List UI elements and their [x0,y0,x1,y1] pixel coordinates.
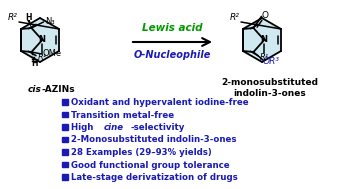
Text: Late-stage derivatization of drugs: Late-stage derivatization of drugs [71,173,238,182]
Text: 2-monosubstituted
indolin-3-ones: 2-monosubstituted indolin-3-ones [221,78,319,98]
Polygon shape [21,18,59,62]
Text: N: N [39,36,46,44]
Text: R²: R² [8,13,18,22]
Polygon shape [243,18,281,62]
Text: -selectivity: -selectivity [130,123,184,132]
Polygon shape [243,28,264,52]
Text: O-Nucleophile: O-Nucleophile [133,50,211,60]
Text: Lewis acid: Lewis acid [142,23,202,33]
Text: OR³: OR³ [263,57,280,66]
Text: R¹: R¹ [260,53,269,61]
Text: -AZINs: -AZINs [42,85,76,94]
Text: OMe: OMe [43,50,62,59]
Text: cine: cine [104,123,124,132]
Bar [62,99,67,105]
Text: High: High [71,123,97,132]
Text: R¹: R¹ [38,53,47,61]
Bar [62,124,67,130]
Polygon shape [21,28,42,52]
Bar [62,137,67,142]
Text: 2-Monosubstituted indolin-3-ones: 2-Monosubstituted indolin-3-ones [71,136,237,145]
Polygon shape [27,20,31,28]
Text: Oxidant and hypervalent iodine-free: Oxidant and hypervalent iodine-free [71,98,249,107]
Text: O: O [262,11,269,20]
Text: H: H [31,60,38,68]
Text: 28 Examples (29–93% yields): 28 Examples (29–93% yields) [71,148,212,157]
Text: N: N [261,36,268,44]
Bar [62,174,67,180]
Text: R²: R² [230,13,240,22]
Text: N₃: N₃ [45,16,54,26]
Bar [62,149,67,155]
Text: Good functional group tolerance: Good functional group tolerance [71,160,230,170]
Text: Transition metal-free: Transition metal-free [71,111,174,119]
Bar [62,162,67,167]
Bar [62,112,67,117]
Text: H: H [25,13,32,22]
Text: cis: cis [28,85,42,94]
